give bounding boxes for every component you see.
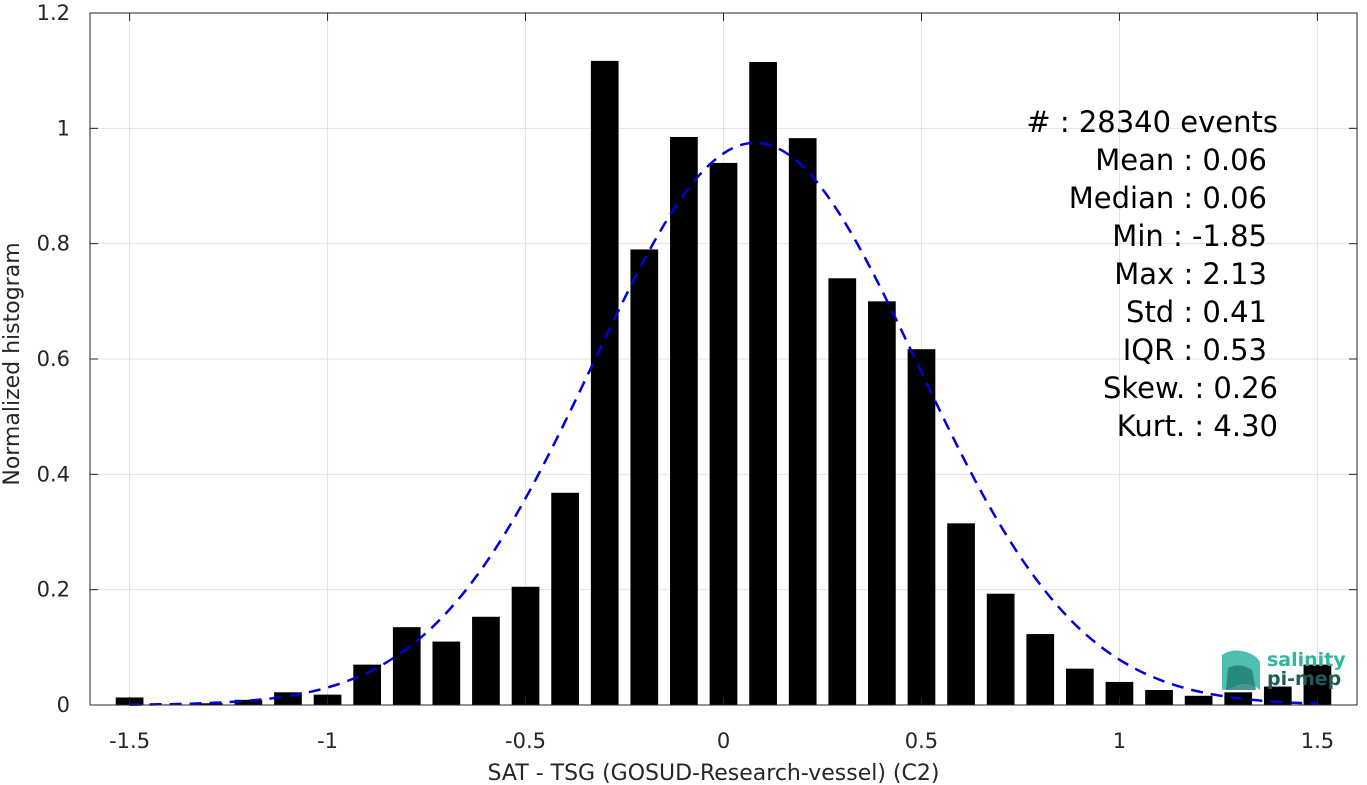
bar xyxy=(947,523,975,705)
bar xyxy=(709,162,738,705)
bar xyxy=(472,616,500,705)
bar xyxy=(1184,695,1213,705)
x-tick-label: 0 xyxy=(717,729,730,753)
stat-line: Min : -1.85 xyxy=(1112,219,1267,253)
bar xyxy=(828,278,857,705)
x-tick-label: -1.5 xyxy=(109,729,150,753)
bar xyxy=(432,641,461,705)
stat-line: Skew. : 0.26 xyxy=(1103,371,1278,405)
logo-text-salinity: salinity xyxy=(1267,649,1346,671)
stat-line: Max : 2.13 xyxy=(1114,257,1267,291)
logo-text-pimep: pi-mep xyxy=(1267,668,1341,690)
salinity-pimep-logo: salinity pi-mep xyxy=(1222,649,1346,690)
bar xyxy=(788,138,817,706)
stat-line: Median : 0.06 xyxy=(1069,181,1267,215)
bar xyxy=(986,593,1015,705)
x-tick-label: 1 xyxy=(1113,729,1126,753)
bar xyxy=(511,586,540,705)
bar xyxy=(194,703,223,705)
bar xyxy=(1105,681,1134,705)
y-tick-label: 0.2 xyxy=(37,578,70,602)
x-tick-label: -0.5 xyxy=(505,729,546,753)
bar xyxy=(1065,668,1094,705)
x-tick-label: -1 xyxy=(317,729,338,753)
x-tick-label: 0.5 xyxy=(905,729,938,753)
stat-line: Mean : 0.06 xyxy=(1095,143,1267,177)
y-tick-label: 0 xyxy=(57,693,70,717)
bar xyxy=(234,699,263,705)
bar xyxy=(1026,634,1055,705)
bar xyxy=(630,249,659,705)
gaussian-fit-curve xyxy=(129,141,1318,706)
bar xyxy=(590,60,619,705)
bars xyxy=(115,60,1332,706)
bar xyxy=(1145,690,1173,705)
bar xyxy=(670,136,698,705)
bar xyxy=(749,62,777,706)
y-axis-label: Normalized histogram xyxy=(0,242,25,485)
bar xyxy=(868,301,896,705)
bar xyxy=(353,664,382,705)
fit-curve-layer xyxy=(129,141,1318,706)
y-tick-label: 0.4 xyxy=(37,462,70,486)
y-tick-label: 1 xyxy=(57,116,70,140)
logo-wave-mark-dark xyxy=(1226,665,1256,690)
y-tick-label: 0.6 xyxy=(37,347,70,371)
stats-annotation: # : 28340 events Mean : 0.06 Median : 0.06… xyxy=(1026,105,1278,443)
y-tick-label: 1.2 xyxy=(37,1,70,25)
bar xyxy=(907,349,936,705)
axis-ticks: -1.5 -1 -0.5 0 0.5 1 1.5 0 0.2 0.4 0.6 0.8 1 1.2 xyxy=(37,1,1357,753)
stat-line: Kurt. : 4.30 xyxy=(1117,409,1278,443)
stat-line: # : 28340 events xyxy=(1026,105,1278,139)
x-axis-label: SAT - TSG (GOSUD-Research-vessel) (C2) xyxy=(488,761,940,785)
y-tick-label: 0.8 xyxy=(37,232,70,256)
bar xyxy=(551,492,579,705)
stat-line: IQR : 0.53 xyxy=(1123,333,1267,367)
bar xyxy=(392,627,421,705)
x-tick-label: 1.5 xyxy=(1301,729,1334,753)
stat-line: Std : 0.41 xyxy=(1126,295,1267,329)
